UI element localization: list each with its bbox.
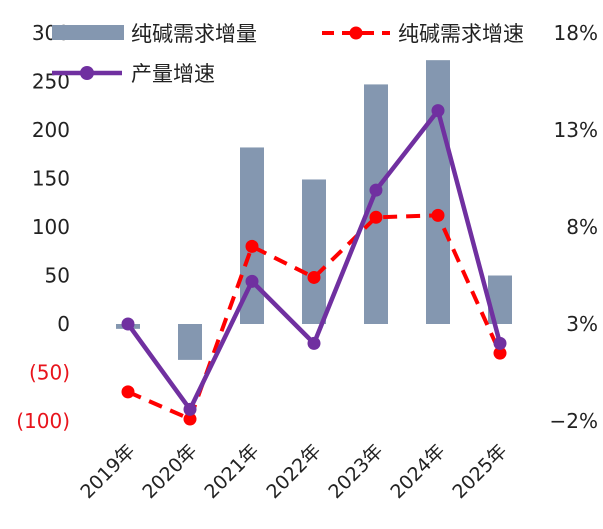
- bar-2023年: [364, 84, 388, 324]
- left-tick-label: 50: [45, 264, 70, 288]
- demand-growth-line-point-2025年: [493, 346, 507, 360]
- demand-growth-line-point-2020年: [183, 412, 197, 426]
- bar-2020年: [178, 324, 202, 360]
- right-tick-label: 18%: [554, 21, 598, 45]
- legend-swatch-bar: [52, 25, 124, 40]
- demand-growth-line-point-2021年: [245, 239, 259, 253]
- right-axis-ticks: 18% 13% 8% 3% −2%: [550, 21, 599, 433]
- left-tick-label: 200: [32, 118, 70, 142]
- production-growth-line-point-2020年: [183, 402, 197, 416]
- bar-2022年: [302, 179, 326, 324]
- legend-swatch-marker: [349, 26, 363, 40]
- x-tick-label: 2019年: [76, 440, 139, 503]
- line-series: [121, 104, 507, 426]
- bar-series: [116, 60, 512, 360]
- right-tick-label: 3%: [566, 312, 598, 336]
- legend-label: 产量增速: [131, 62, 215, 86]
- demand-growth-line-point-2019年: [121, 385, 135, 399]
- left-tick-label: (100): [16, 409, 70, 433]
- production-growth-line-point-2023年: [369, 183, 383, 197]
- bar-2024年: [426, 60, 450, 324]
- x-tick-label: 2021年: [200, 440, 263, 503]
- x-tick-label: 2022年: [262, 440, 325, 503]
- right-tick-label: −2%: [550, 409, 599, 433]
- demand-growth-line-point-2024年: [431, 208, 445, 222]
- x-tick-label: 2023年: [324, 440, 387, 503]
- left-tick-label: 100: [32, 215, 70, 239]
- legend-label: 纯碱需求增量: [131, 22, 257, 46]
- right-tick-label: 13%: [554, 118, 598, 142]
- demand-growth-line-point-2023年: [369, 210, 383, 224]
- left-tick-label: 0: [57, 312, 70, 336]
- right-tick-label: 8%: [566, 215, 598, 239]
- demand-growth-line-point-2022年: [307, 270, 321, 284]
- production-growth-line-point-2022年: [307, 336, 321, 350]
- x-tick-label: 2025年: [448, 440, 511, 503]
- left-tick-label: (50): [29, 361, 70, 385]
- legend-swatch-marker: [80, 66, 94, 80]
- production-growth-line-point-2024年: [431, 104, 445, 118]
- x-tick-label: 2020年: [138, 440, 201, 503]
- production-growth-line-point-2021年: [245, 274, 259, 288]
- production-growth-line-point-2025年: [493, 336, 507, 350]
- x-tick-label: 2024年: [386, 440, 449, 503]
- legend-label: 纯碱需求增速: [398, 22, 524, 46]
- production-growth-line-point-2019年: [121, 317, 135, 331]
- left-tick-label: 150: [32, 167, 70, 191]
